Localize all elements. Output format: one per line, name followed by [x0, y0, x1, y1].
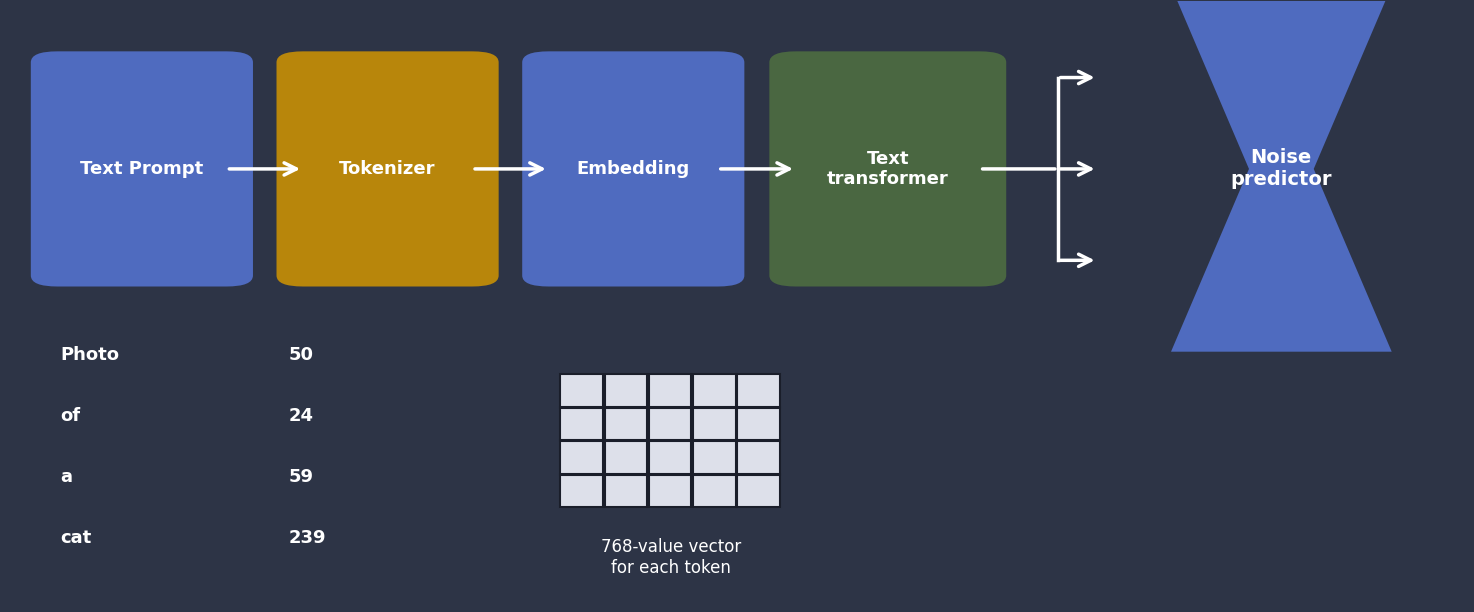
Bar: [737, 374, 780, 406]
Bar: [693, 441, 736, 474]
Text: Photo: Photo: [60, 346, 119, 364]
Text: Text Prompt: Text Prompt: [80, 160, 203, 178]
Polygon shape: [1170, 0, 1391, 352]
Bar: [604, 475, 647, 507]
Text: 768-value vector
for each token: 768-value vector for each token: [601, 539, 741, 577]
Text: of: of: [60, 406, 81, 425]
Text: 24: 24: [289, 406, 314, 425]
FancyBboxPatch shape: [277, 51, 498, 286]
Text: Embedding: Embedding: [576, 160, 690, 178]
Text: 50: 50: [289, 346, 314, 364]
Bar: [737, 441, 780, 474]
FancyBboxPatch shape: [769, 51, 1007, 286]
Bar: [693, 408, 736, 440]
Bar: [560, 374, 603, 406]
Bar: [604, 408, 647, 440]
Bar: [560, 475, 603, 507]
Bar: [649, 408, 691, 440]
Text: Noise
predictor: Noise predictor: [1231, 149, 1332, 190]
Bar: [560, 441, 603, 474]
Text: cat: cat: [60, 529, 91, 547]
Bar: [693, 374, 736, 406]
Bar: [737, 475, 780, 507]
Bar: [649, 441, 691, 474]
Text: 239: 239: [289, 529, 326, 547]
Text: a: a: [60, 468, 72, 485]
FancyBboxPatch shape: [522, 51, 744, 286]
Bar: [737, 408, 780, 440]
Text: 59: 59: [289, 468, 314, 485]
Bar: [604, 441, 647, 474]
Bar: [649, 374, 691, 406]
Bar: [649, 475, 691, 507]
Bar: [693, 475, 736, 507]
Text: Tokenizer: Tokenizer: [339, 160, 436, 178]
FancyBboxPatch shape: [31, 51, 254, 286]
Bar: [604, 374, 647, 406]
Text: Text
transformer: Text transformer: [827, 149, 949, 188]
Bar: [560, 408, 603, 440]
